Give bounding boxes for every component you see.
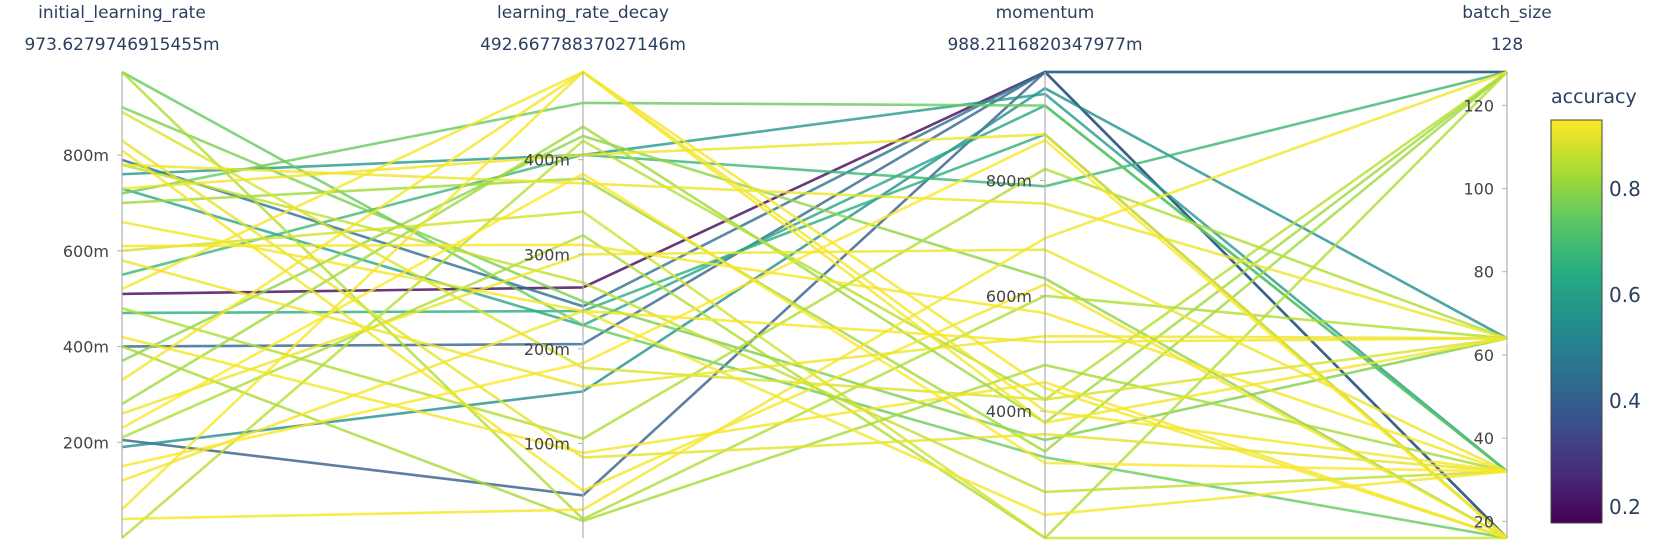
tick-label: 100 [1463,180,1494,199]
tick-label: 120 [1463,96,1494,115]
data-line [121,345,1508,523]
data-line [121,138,1508,539]
data-line [121,70,1508,277]
axis-title: initial_learning_rate [38,3,206,23]
axis-momentum: momentum 988.2116820347977m 400m 600m 800m [947,3,1143,538]
data-line [121,149,1508,540]
axis-title: batch_size [1462,3,1551,23]
data-line [121,243,1508,473]
axes: initial_learning_rate 973.6279746915455m 2… [24,3,1552,538]
tick-label: 100m [524,434,570,453]
axis-title: learning_rate_decay [497,3,669,23]
data-line [121,106,1508,442]
tick-label: 400m [63,338,109,357]
tick-label: 20 [1474,512,1494,531]
data-line [121,259,1508,389]
data-line [121,70,1508,539]
axis-batch-size: batch_size 128 20 40 60 80 100 120 [1462,3,1552,538]
data-line [121,167,1508,441]
colorbar: accuracy 0.2 0.4 0.6 0.8 [1550,86,1641,524]
data-line [121,110,1508,401]
tick-label: 800m [986,172,1032,191]
tick-label: 80 [1474,263,1494,282]
tick-label: 600m [63,242,109,261]
colorbar-tick-label: 0.4 [1609,389,1641,413]
tick-label: 300m [524,245,570,264]
colorbar-tick-label: 0.8 [1609,177,1641,201]
colorbar-ticks: 0.2 0.4 0.6 0.8 [1609,177,1641,519]
tick-label: 600m [986,287,1032,306]
polylines [121,70,1508,540]
data-line [121,335,1508,540]
tick-label: 400m [524,151,570,170]
axis-learning-rate-decay: learning_rate_decay 492.66778837027146m 10… [480,3,686,538]
data-line [121,70,1508,540]
data-line [121,163,1508,340]
tick-label: 400m [986,402,1032,421]
data-line [121,101,1508,473]
tick-label: 800m [63,146,109,165]
data-line [121,220,1508,517]
data-line [121,139,1508,473]
data-line [121,70,1508,454]
tick-label: 200m [524,340,570,359]
axis-range-label: 988.2116820347977m [947,35,1142,55]
colorbar-gradient [1550,119,1603,524]
tick-label: 60 [1474,346,1494,365]
axis-title: momentum [996,3,1095,23]
data-line [121,172,1508,473]
axis-range-label: 492.66778837027146m [480,35,686,55]
colorbar-title: accuracy [1551,86,1637,108]
data-line [121,86,1508,449]
tick-label: 200m [63,433,109,452]
axis-initial-learning-rate: initial_learning_rate 973.6279746915455m 2… [24,3,220,538]
data-line [121,134,1508,540]
colorbar-tick-label: 0.2 [1609,495,1641,519]
axis-range-label: 973.6279746915455m [24,35,219,55]
colorbar-tick-label: 0.6 [1609,283,1641,307]
data-line [121,70,1508,521]
data-line [121,70,1508,540]
axis-range-label: 128 [1491,35,1523,55]
tick-label: 40 [1474,429,1494,448]
data-line [121,70,1508,425]
data-line [121,92,1508,473]
data-line [121,70,1508,511]
data-line [121,71,1508,521]
